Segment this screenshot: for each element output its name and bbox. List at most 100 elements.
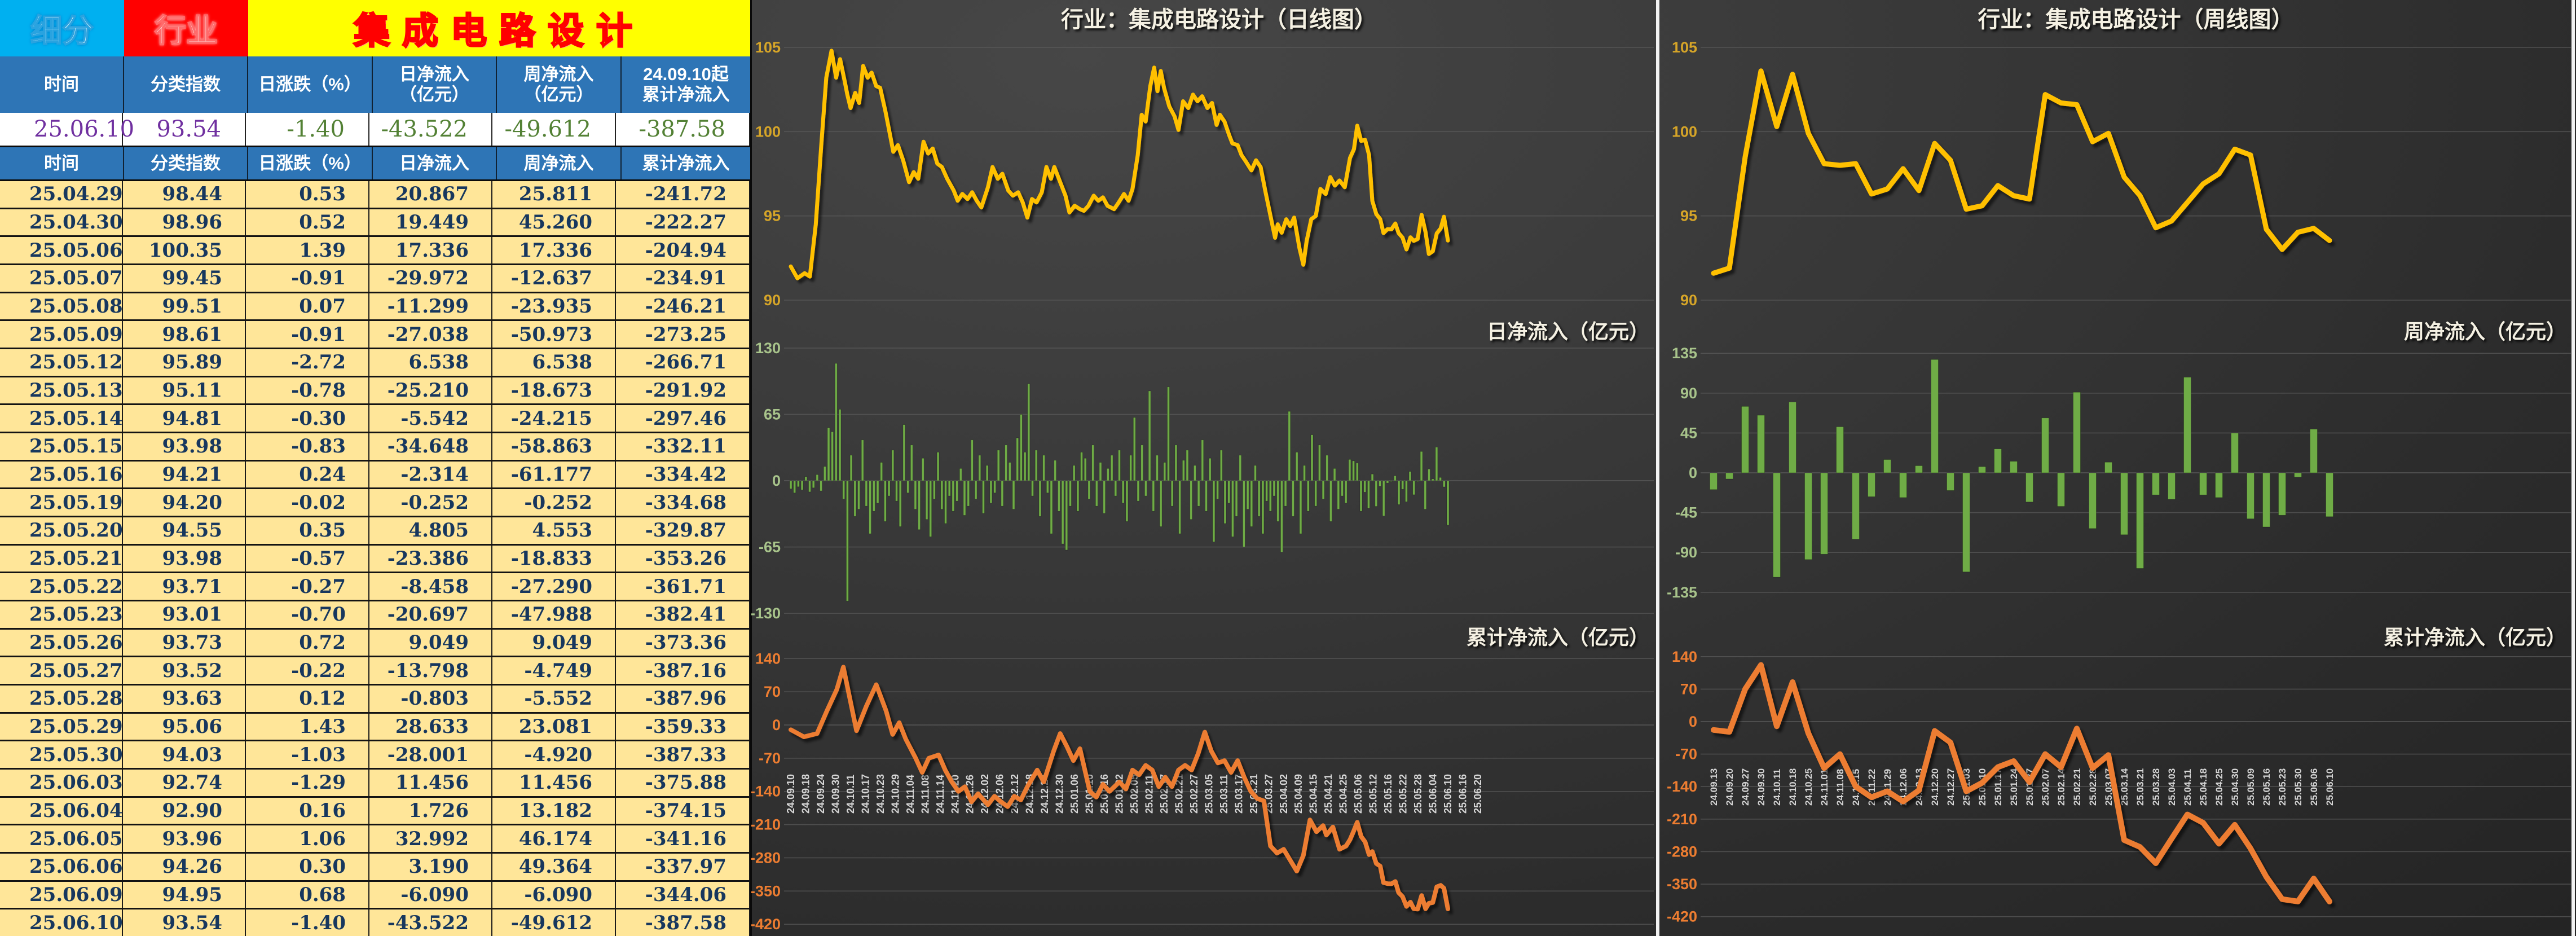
row-value-cell[interactable]: -1.29: [246, 770, 369, 796]
row-date-cell[interactable]: 25.05.23: [0, 601, 123, 628]
row-value-cell[interactable]: -297.46: [616, 405, 750, 432]
row-date-cell[interactable]: 25.05.29: [0, 713, 123, 740]
row-value-cell[interactable]: 99.51: [123, 293, 246, 320]
row-value-cell[interactable]: 95.89: [123, 349, 246, 376]
row-value-cell[interactable]: 6.538: [369, 349, 492, 376]
row-value-cell[interactable]: 17.336: [492, 237, 616, 264]
row-value-cell[interactable]: -0.02: [246, 489, 369, 516]
row-value-cell[interactable]: -23.386: [369, 545, 492, 572]
row-value-cell[interactable]: 11.456: [492, 770, 616, 796]
row-date-cell[interactable]: 25.05.19: [0, 489, 123, 516]
row-value-cell[interactable]: 100.35: [123, 237, 246, 264]
table-row[interactable]: 25.05.19 94.20 -0.02 -0.252 -0.252 -334.68: [0, 489, 750, 518]
row-date-cell[interactable]: 25.05.21: [0, 545, 123, 572]
row-date-cell[interactable]: 25.06.10: [0, 909, 123, 936]
row-value-cell[interactable]: -341.16: [616, 825, 750, 852]
row-value-cell[interactable]: -27.038: [369, 321, 492, 348]
row-value-cell[interactable]: 94.20: [123, 489, 246, 516]
table-row[interactable]: 25.05.28 93.63 0.12 -0.803 -5.552 -387.96: [0, 685, 750, 714]
row-value-cell[interactable]: -373.36: [616, 629, 750, 656]
row-value-cell[interactable]: -0.91: [246, 265, 369, 292]
row-value-cell[interactable]: 1.726: [369, 797, 492, 824]
tab-industry[interactable]: 行业: [124, 0, 248, 56]
row-value-cell[interactable]: -361.71: [616, 573, 750, 600]
row-value-cell[interactable]: -13.798: [369, 657, 492, 684]
table-row[interactable]: 25.06.09 94.95 0.68 -6.090 -6.090 -344.06: [0, 881, 750, 910]
row-value-cell[interactable]: 92.90: [123, 797, 246, 824]
row-date-cell[interactable]: 25.05.16: [0, 461, 123, 488]
row-value-cell[interactable]: -0.252: [492, 489, 616, 516]
row-value-cell[interactable]: -0.27: [246, 573, 369, 600]
row-value-cell[interactable]: -12.637: [492, 265, 616, 292]
row-value-cell[interactable]: -246.21: [616, 293, 750, 320]
table-row[interactable]: 25.05.23 93.01 -0.70 -20.697 -47.988 -382.41: [0, 601, 750, 630]
table-row[interactable]: 25.05.09 98.61 -0.91 -27.038 -50.973 -273.25: [0, 321, 750, 350]
row-date-cell[interactable]: 25.05.20: [0, 517, 123, 544]
row-value-cell[interactable]: 93.98: [123, 433, 246, 460]
row-value-cell[interactable]: -50.973: [492, 321, 616, 348]
row-value-cell[interactable]: 0.07: [246, 293, 369, 320]
row-value-cell[interactable]: -241.72: [616, 181, 750, 208]
row-value-cell[interactable]: 23.081: [492, 713, 616, 740]
row-value-cell[interactable]: 46.174: [492, 825, 616, 852]
row-value-cell[interactable]: 20.867: [369, 181, 492, 208]
row-value-cell[interactable]: 94.03: [123, 741, 246, 768]
row-date-cell[interactable]: 25.05.28: [0, 685, 123, 712]
row-value-cell[interactable]: -334.42: [616, 461, 750, 488]
row-value-cell[interactable]: 17.336: [369, 237, 492, 264]
table-row[interactable]: 25.04.30 98.96 0.52 19.449 45.260 -222.27: [0, 209, 750, 238]
row-value-cell[interactable]: 0.16: [246, 797, 369, 824]
row-value-cell[interactable]: 9.049: [492, 629, 616, 656]
row-value-cell[interactable]: 28.633: [369, 713, 492, 740]
row-value-cell[interactable]: 25.811: [492, 181, 616, 208]
row-value-cell[interactable]: -5.552: [492, 685, 616, 712]
row-value-cell[interactable]: -387.58: [616, 909, 750, 936]
row-value-cell[interactable]: -43.522: [369, 909, 492, 936]
row-value-cell[interactable]: -387.16: [616, 657, 750, 684]
table-row[interactable]: 25.05.15 93.98 -0.83 -34.648 -58.863 -332.11: [0, 433, 750, 462]
row-value-cell[interactable]: 94.95: [123, 881, 246, 908]
row-value-cell[interactable]: 0.12: [246, 685, 369, 712]
table-row[interactable]: 25.06.06 94.26 0.30 3.190 49.364 -337.97: [0, 854, 750, 882]
row-date-cell[interactable]: 25.05.13: [0, 377, 123, 404]
row-value-cell[interactable]: 98.44: [123, 181, 246, 208]
row-value-cell[interactable]: -0.70: [246, 601, 369, 628]
row-value-cell[interactable]: 93.98: [123, 545, 246, 572]
row-value-cell[interactable]: -1.03: [246, 741, 369, 768]
row-date-cell[interactable]: 25.05.14: [0, 405, 123, 432]
table-row[interactable]: 25.06.03 92.74 -1.29 11.456 11.456 -375.88: [0, 770, 750, 798]
row-value-cell[interactable]: -0.78: [246, 377, 369, 404]
row-value-cell[interactable]: 3.190: [369, 854, 492, 880]
table-row[interactable]: 25.05.26 93.73 0.72 9.049 9.049 -373.36: [0, 629, 750, 658]
row-date-cell[interactable]: 25.04.30: [0, 209, 123, 236]
row-value-cell[interactable]: -58.863: [492, 433, 616, 460]
tab-subdivision[interactable]: 细分: [0, 0, 124, 56]
row-value-cell[interactable]: -0.22: [246, 657, 369, 684]
row-value-cell[interactable]: -332.11: [616, 433, 750, 460]
table-row[interactable]: 25.05.16 94.21 0.24 -2.314 -61.177 -334.42: [0, 461, 750, 490]
row-value-cell[interactable]: -6.090: [369, 881, 492, 908]
row-value-cell[interactable]: -18.673: [492, 377, 616, 404]
row-date-cell[interactable]: 25.06.03: [0, 770, 123, 796]
table-row[interactable]: 25.05.22 93.71 -0.27 -8.458 -27.290 -361.71: [0, 573, 750, 602]
row-value-cell[interactable]: 94.55: [123, 517, 246, 544]
row-date-cell[interactable]: 25.05.09: [0, 321, 123, 348]
row-value-cell[interactable]: -222.27: [616, 209, 750, 236]
row-value-cell[interactable]: -18.833: [492, 545, 616, 572]
row-value-cell[interactable]: -0.83: [246, 433, 369, 460]
row-value-cell[interactable]: -28.001: [369, 741, 492, 768]
row-value-cell[interactable]: -0.91: [246, 321, 369, 348]
row-value-cell[interactable]: -334.68: [616, 489, 750, 516]
table-row[interactable]: 25.05.14 94.81 -0.30 -5.542 -24.215 -297.46: [0, 405, 750, 434]
table-row[interactable]: 25.05.27 93.52 -0.22 -13.798 -4.749 -387.16: [0, 657, 750, 686]
row-value-cell[interactable]: -2.72: [246, 349, 369, 376]
row-value-cell[interactable]: 49.364: [492, 854, 616, 880]
row-value-cell[interactable]: -25.210: [369, 377, 492, 404]
table-row[interactable]: 25.06.10 93.54 -1.40 -43.522 -49.612 -387.58: [0, 909, 750, 936]
row-value-cell[interactable]: 95.06: [123, 713, 246, 740]
row-value-cell[interactable]: -382.41: [616, 601, 750, 628]
row-date-cell[interactable]: 25.05.15: [0, 433, 123, 460]
table-row[interactable]: 25.05.30 94.03 -1.03 -28.001 -4.920 -387.33: [0, 741, 750, 770]
row-value-cell[interactable]: -27.290: [492, 573, 616, 600]
row-value-cell[interactable]: 98.61: [123, 321, 246, 348]
